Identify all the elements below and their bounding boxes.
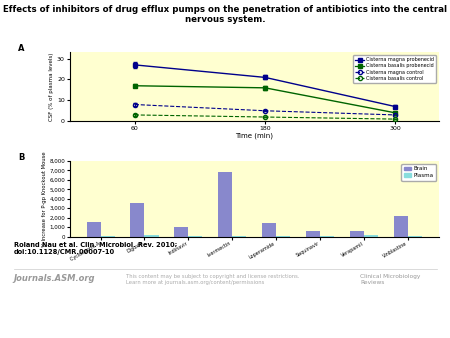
- Y-axis label: CSF (% of plasma levels): CSF (% of plasma levels): [49, 53, 54, 121]
- Bar: [350, 232, 364, 237]
- Bar: [262, 223, 276, 237]
- Bar: [232, 236, 246, 237]
- Bar: [174, 227, 189, 237]
- X-axis label: Time (min): Time (min): [235, 132, 273, 139]
- Legend: Cisterna magna probenecid, Cisterna basalis probenecid, Cisterna magna control, : Cisterna magna probenecid, Cisterna basa…: [353, 55, 436, 83]
- Bar: [144, 235, 158, 237]
- Bar: [364, 236, 378, 237]
- Bar: [100, 236, 115, 237]
- Bar: [320, 236, 334, 237]
- Text: Clinical Microbiology
Reviews: Clinical Microbiology Reviews: [360, 274, 420, 285]
- Bar: [408, 236, 422, 237]
- Bar: [276, 236, 290, 237]
- Bar: [130, 202, 144, 237]
- Legend: Brain, Plasma: Brain, Plasma: [401, 164, 436, 181]
- Text: B: B: [18, 153, 24, 162]
- Bar: [86, 222, 100, 237]
- Text: Effects of inhibitors of drug efflux pumps on the penetration of antibiotics int: Effects of inhibitors of drug efflux pum…: [3, 5, 447, 24]
- Text: Roland Nau et al. Clin. Microbiol. Rev. 2010;
doi:10.1128/CMR.00007-10: Roland Nau et al. Clin. Microbiol. Rev. …: [14, 242, 177, 255]
- Bar: [394, 216, 408, 237]
- Text: Journals.ASM.org: Journals.ASM.org: [14, 274, 95, 283]
- Bar: [306, 232, 320, 237]
- Y-axis label: % Increase for P-gp Knockout Mouse: % Increase for P-gp Knockout Mouse: [42, 151, 47, 247]
- Text: A: A: [18, 44, 25, 53]
- Text: This content may be subject to copyright and license restrictions.
Learn more at: This content may be subject to copyright…: [126, 274, 300, 285]
- Bar: [218, 172, 232, 237]
- Bar: [189, 236, 202, 237]
